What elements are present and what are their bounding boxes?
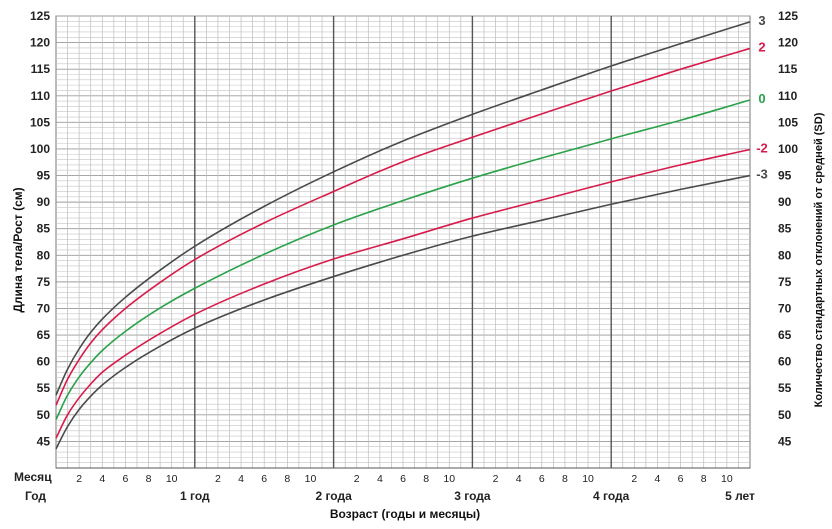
x-month-tick-label: 10 xyxy=(582,473,594,485)
grid xyxy=(55,15,751,469)
x-month-tick-label: 6 xyxy=(400,473,406,485)
y-tick-label-right: 110 xyxy=(778,89,798,103)
y-tick-label-right: 65 xyxy=(778,328,792,342)
curve-sd--3 xyxy=(55,174,751,450)
y-tick-label-right: 120 xyxy=(778,36,798,50)
y-tick-label-right: 90 xyxy=(778,195,792,209)
curve-sd-3 xyxy=(55,21,751,396)
y-tick-label-left: 125 xyxy=(30,9,50,23)
year-row-label: Год xyxy=(25,489,46,503)
y-tick-label-left: 45 xyxy=(37,434,51,448)
sd-label-3: 3 xyxy=(758,13,765,28)
sd-label-2: 2 xyxy=(758,39,765,54)
x-month-tick-label: 8 xyxy=(146,473,152,485)
x-month-tick-label: 8 xyxy=(423,473,429,485)
y-axis-title-left: Длина тела/Рост (см) xyxy=(11,187,25,312)
y-tick-label-right: 115 xyxy=(778,62,798,76)
x-month-tick-label: 2 xyxy=(493,473,499,485)
x-axis: 2 4 6 8 10 2 4 6 8 10 2 4 6 8 10 2 4 6 8 10 2 4 6 8 101 год 2 год… xyxy=(76,473,755,503)
x-month-tick-label: 4 xyxy=(655,473,661,485)
x-month-tick-label: 10 xyxy=(443,473,455,485)
y-axis-right: 45 50 55 60 65 70 75 80 85 90 95 100 105 110 115 120 125 xyxy=(778,9,798,448)
x-year-tick-label: 5 лет xyxy=(725,489,755,503)
y-tick-label-left: 100 xyxy=(30,142,50,156)
y-tick-label-left: 50 xyxy=(37,408,51,422)
x-month-tick-label: 2 xyxy=(215,473,221,485)
x-year-tick-label: 2 года xyxy=(315,489,352,503)
x-year-tick-label: 3 года xyxy=(454,489,491,503)
curve-sd--2 xyxy=(55,148,751,439)
y-tick-label-right: 60 xyxy=(778,355,792,369)
x-month-tick-label: 10 xyxy=(166,473,178,485)
y-tick-label-left: 115 xyxy=(31,62,51,76)
x-month-tick-label: 8 xyxy=(284,473,290,485)
x-axis-title: Возраст (годы и месяцы) xyxy=(330,507,480,521)
x-month-tick-label: 10 xyxy=(721,473,733,485)
x-month-tick-label: 6 xyxy=(261,473,267,485)
month-row-label: Месяц xyxy=(14,470,52,484)
x-month-tick-label: 4 xyxy=(516,473,522,485)
y-tick-label-right: 80 xyxy=(778,248,792,262)
y-axis-title-right: Количество стандартных отклонений от сре… xyxy=(813,112,825,407)
x-year-tick-label: 4 года xyxy=(593,489,630,503)
y-tick-label-right: 100 xyxy=(778,142,798,156)
y-tick-label-left: 85 xyxy=(37,222,51,236)
sd-label--2: -2 xyxy=(756,140,768,155)
y-axis-left: 45 50 55 60 65 70 75 80 85 90 95 100 105 110 115 120 125 xyxy=(30,9,50,448)
x-month-tick-label: 8 xyxy=(701,473,707,485)
x-month-tick-label: 4 xyxy=(99,473,105,485)
curves xyxy=(55,21,751,450)
y-tick-label-right: 75 xyxy=(778,275,792,289)
y-tick-label-left: 120 xyxy=(30,36,50,50)
y-tick-label-right: 105 xyxy=(778,115,798,129)
x-month-tick-label: 4 xyxy=(238,473,244,485)
y-tick-label-right: 45 xyxy=(778,434,792,448)
y-tick-label-left: 90 xyxy=(37,195,51,209)
x-month-tick-label: 2 xyxy=(354,473,360,485)
y-tick-label-left: 105 xyxy=(30,115,50,129)
sd-label-0: 0 xyxy=(758,91,765,106)
y-tick-label-left: 70 xyxy=(37,301,51,315)
y-tick-label-left: 55 xyxy=(37,381,51,395)
y-tick-label-left: 65 xyxy=(37,328,51,342)
curve-sd-0 xyxy=(55,99,751,420)
sd-labels: 3 2 0 -2 -3 xyxy=(756,13,768,182)
y-tick-label-left: 60 xyxy=(37,355,51,369)
x-month-tick-label: 6 xyxy=(122,473,128,485)
y-tick-label-right: 70 xyxy=(778,301,792,315)
y-tick-label-left: 95 xyxy=(37,169,51,183)
x-month-tick-label: 6 xyxy=(539,473,545,485)
y-tick-label-right: 50 xyxy=(778,408,792,422)
y-tick-label-left: 110 xyxy=(31,89,51,103)
y-tick-label-left: 80 xyxy=(37,248,51,262)
x-month-tick-label: 10 xyxy=(305,473,317,485)
sd-label--3: -3 xyxy=(756,167,768,182)
y-tick-label-right: 95 xyxy=(778,169,792,183)
y-tick-label-right: 85 xyxy=(778,222,792,236)
y-tick-label-left: 75 xyxy=(37,275,51,289)
y-tick-label-right: 55 xyxy=(778,381,792,395)
curve-sd-2 xyxy=(55,47,751,406)
y-tick-label-right: 125 xyxy=(778,9,798,23)
x-month-tick-label: 2 xyxy=(76,473,82,485)
x-year-tick-label: 1 год xyxy=(180,489,210,503)
x-month-tick-label: 8 xyxy=(562,473,568,485)
x-month-tick-label: 2 xyxy=(631,473,637,485)
x-month-tick-label: 4 xyxy=(377,473,383,485)
x-month-tick-label: 6 xyxy=(678,473,684,485)
